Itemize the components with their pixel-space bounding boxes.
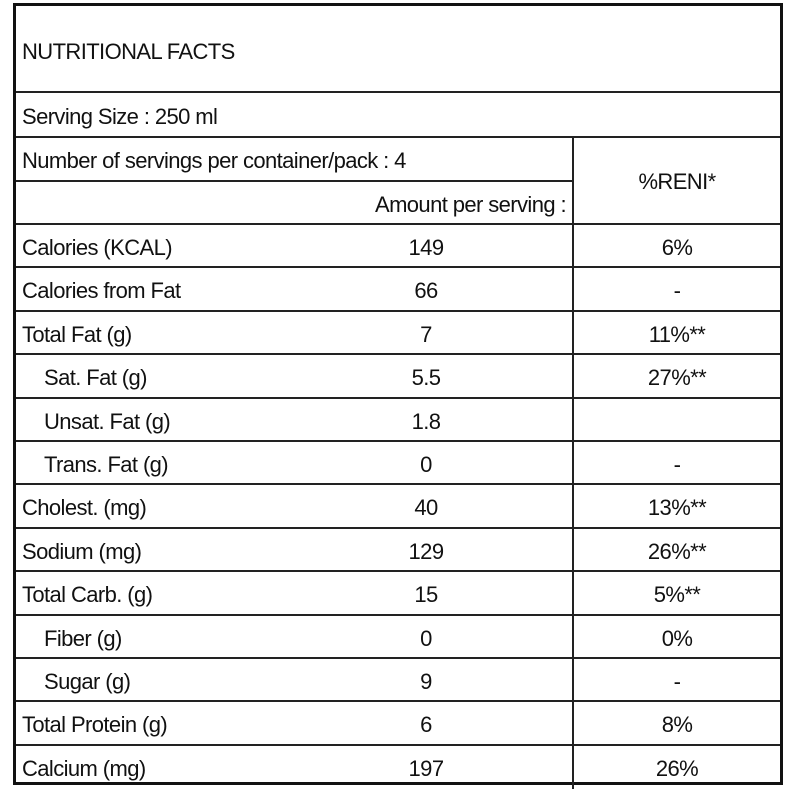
nutrient-amount: 5.5	[411, 365, 441, 391]
amount-per-serving-header: Amount per serving :	[375, 192, 567, 217]
nutrient-reni: 26%	[655, 755, 699, 781]
table-row: Total Carb. (g) 15 5%**	[16, 572, 780, 616]
serving-size-row: Serving Size : 250 ml	[16, 93, 780, 138]
table-row: Total Protein (g) 6 8%	[16, 702, 780, 746]
column-divider	[572, 528, 574, 571]
nutrient-label: Cholest. (mg)	[22, 495, 147, 521]
nutrient-label: Fiber (g)	[44, 625, 122, 651]
column-divider	[572, 702, 574, 744]
nutrient-amount: 1.8	[411, 408, 441, 434]
table-row: Calories (KCAL) 149 6%	[16, 225, 780, 269]
column-divider	[572, 615, 574, 657]
header-divider	[16, 223, 780, 225]
nutrient-label: Calories from Fat	[22, 278, 181, 304]
nutrient-label: Total Fat (g)	[22, 321, 132, 347]
nutrient-amount: 15	[414, 582, 438, 608]
nutrient-amount: 197	[408, 755, 445, 781]
column-divider	[572, 572, 574, 614]
nutrient-reni: 27%**	[647, 365, 707, 391]
servings-row: Number of servings per container/pack : …	[16, 138, 572, 182]
nutrient-amount: 129	[408, 538, 445, 564]
nutrition-table: NUTRITIONAL FACTS Serving Size : 250 ml …	[13, 3, 783, 789]
nutrient-label: Sodium (mg)	[22, 538, 142, 564]
nutrient-label: Unsat. Fat (g)	[44, 408, 171, 434]
nutrient-label: Trans. Fat (g)	[44, 452, 169, 477]
nutrient-reni: 6%	[661, 235, 693, 260]
nutrient-label: Total Protein (g)	[22, 712, 168, 738]
column-divider	[572, 659, 574, 701]
nutrient-amount: 40	[414, 495, 438, 521]
table-row: Calcium (mg) 197 26%	[16, 745, 780, 789]
nutrient-amount: 7	[420, 321, 432, 347]
nutrient-reni: -	[673, 278, 681, 304]
nutrient-amount: 0	[420, 452, 432, 477]
table-row: Calories from Fat 66 -	[16, 268, 780, 312]
title-row: NUTRITIONAL FACTS	[16, 6, 780, 93]
nutrient-amount: 6	[420, 712, 432, 738]
nutrient-label: Sugar (g)	[44, 669, 131, 694]
column-divider	[572, 268, 574, 310]
nutrient-reni: 11%**	[648, 321, 706, 347]
nutrient-amount: 9	[420, 669, 432, 694]
column-divider	[572, 138, 574, 225]
table-row: Unsat. Fat (g) 1.8	[16, 398, 780, 442]
nutrient-reni: -	[673, 452, 681, 477]
column-divider	[572, 745, 574, 789]
nutrient-amount: 66	[414, 278, 438, 304]
nutrient-label: Calories (KCAL)	[22, 235, 173, 260]
nutrient-reni: 5%**	[653, 582, 701, 608]
nutrient-reni: 13%**	[647, 495, 707, 521]
table-row: Sugar (g) 9 -	[16, 659, 780, 703]
column-divider	[572, 485, 574, 527]
amount-header-row: Amount per serving :	[16, 182, 572, 225]
nutrient-amount: 0	[420, 625, 432, 651]
table-row: Cholest. (mg) 40 13%**	[16, 485, 780, 529]
table-row: Sodium (mg) 129 26%**	[16, 528, 780, 573]
column-divider	[572, 398, 574, 440]
nutrient-label: Calcium (mg)	[22, 755, 146, 781]
column-divider	[572, 225, 574, 267]
reni-header: %RENI*	[638, 169, 716, 194]
table-title: NUTRITIONAL FACTS	[22, 39, 235, 64]
nutrient-label: Total Carb. (g)	[22, 582, 153, 608]
nutrient-reni: -	[673, 669, 681, 694]
column-divider	[572, 442, 574, 484]
servings-per-container: Number of servings per container/pack : …	[22, 148, 406, 173]
serving-size: Serving Size : 250 ml	[22, 104, 218, 129]
table-row: Sat. Fat (g) 5.5 27%**	[16, 355, 780, 399]
column-divider	[572, 355, 574, 397]
table-row: Trans. Fat (g) 0 -	[16, 442, 780, 486]
nutrient-reni: 26%**	[647, 538, 707, 564]
column-divider	[572, 311, 574, 354]
nutrient-reni: 8%	[661, 712, 693, 738]
table-row: Fiber (g) 0 0%	[16, 615, 780, 659]
nutrient-reni: 0%	[661, 625, 693, 651]
nutrient-label: Sat. Fat (g)	[44, 365, 147, 391]
nutrient-amount: 149	[408, 235, 445, 260]
table-row: Total Fat (g) 7 11%**	[16, 311, 780, 356]
